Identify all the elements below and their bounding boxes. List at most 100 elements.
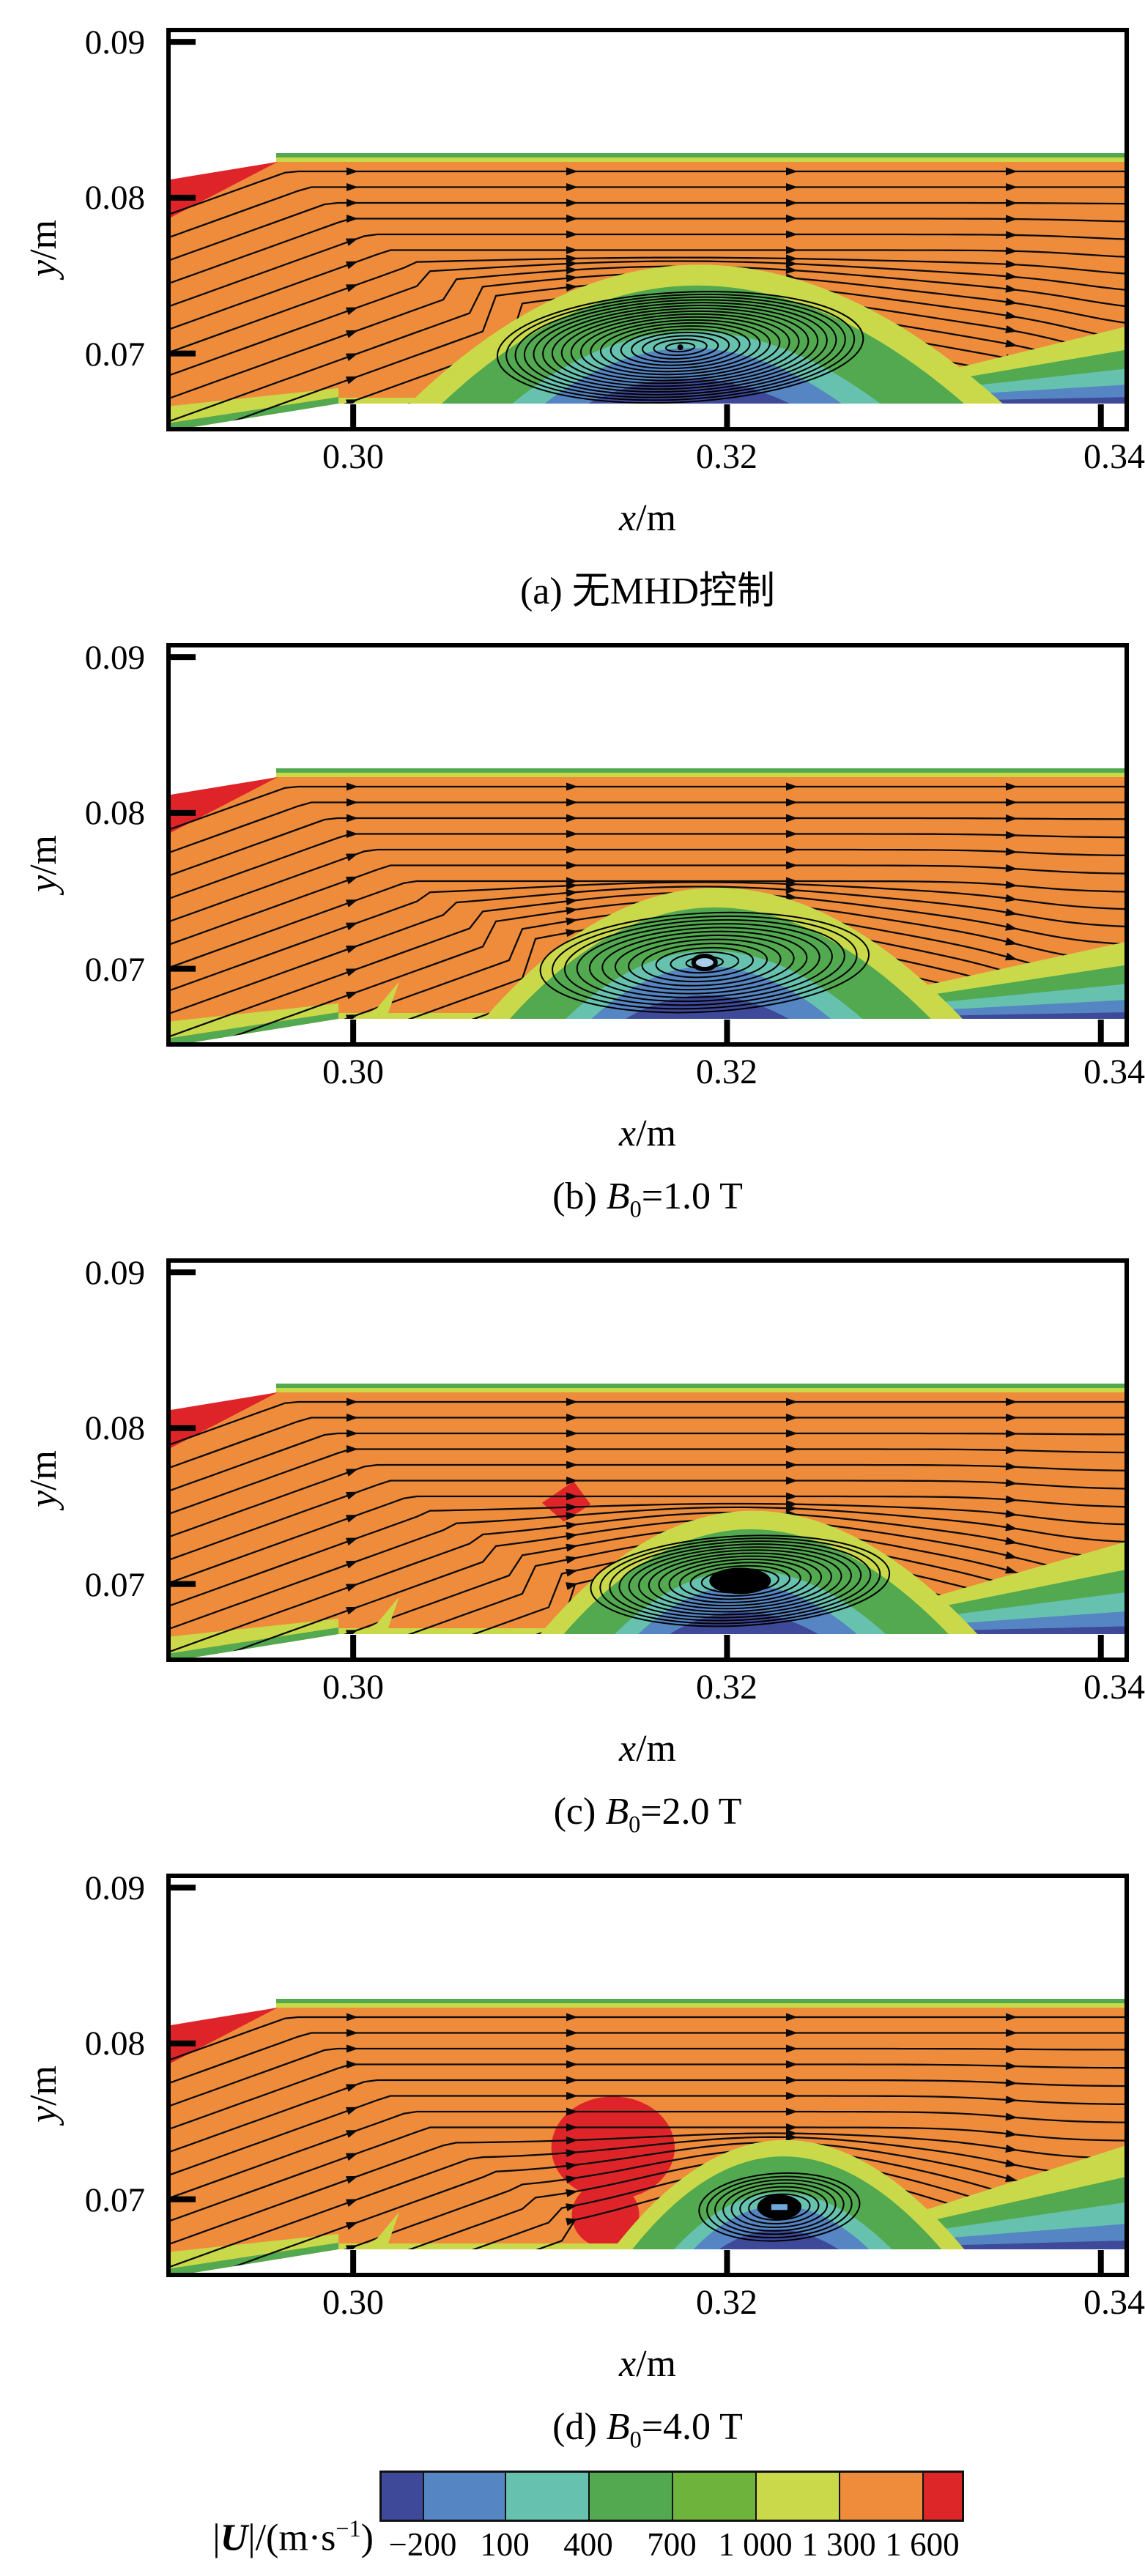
x-tick-label: 0.32 <box>696 437 757 476</box>
y-tick-label: 0.09 <box>84 1869 145 1907</box>
x-tick <box>724 1020 730 1044</box>
flow-arrow <box>786 814 798 823</box>
flow-arrow <box>566 246 578 254</box>
flow-arrow <box>566 1492 578 1501</box>
flow-arrow <box>345 853 358 861</box>
flow-arrow <box>566 2189 578 2197</box>
x-axis-label: x/m <box>619 2343 676 2385</box>
flow-arrow <box>345 1469 358 1477</box>
flow-arrow <box>566 2203 578 2212</box>
separation-bubble-layer <box>638 1584 857 1634</box>
flow-arrow <box>1005 339 1018 348</box>
flow-arrow <box>347 215 358 223</box>
x-tick <box>724 404 730 429</box>
flow-arrow <box>786 861 798 869</box>
flow-arrow <box>566 2175 578 2183</box>
y-axis-label: y/m <box>23 1450 64 1507</box>
flow-arrow <box>785 892 798 901</box>
flow-arrow <box>566 198 578 207</box>
flow-arrow <box>1006 167 1018 176</box>
axis-frame <box>166 1874 1129 2277</box>
flow-contour-plot-d <box>166 1874 1129 2277</box>
flow-arrow <box>786 830 798 838</box>
flow-arrow <box>786 782 798 791</box>
flow-arrow <box>1005 260 1018 269</box>
flow-arrow <box>1005 847 1018 856</box>
colorbar: |U|/(m·s−1) −200 100 400 700 1 000 1 300 1 600 <box>0 2461 1145 2576</box>
flow-arrow <box>786 230 798 239</box>
flow-arrow <box>786 246 798 254</box>
flow-arrow <box>566 167 578 176</box>
y-tick <box>171 39 196 45</box>
flow-arrow <box>566 1582 578 1590</box>
x-axis-label: x/m <box>619 1113 676 1154</box>
flow-arrow <box>345 2153 358 2161</box>
flow-arrow <box>1005 198 1018 207</box>
flow-arrow <box>566 2149 578 2158</box>
flow-arrow <box>1005 215 1018 223</box>
flow-arrow <box>347 183 358 191</box>
flow-arrow <box>566 2217 578 2226</box>
flow-arrow <box>786 1429 798 1438</box>
colorbar-tick-label: 1 300 <box>801 2526 876 2563</box>
flow-arrow <box>566 917 578 926</box>
colorbar-segment <box>423 2473 505 2520</box>
recirculation-vortex <box>539 911 870 1014</box>
flow-arrow <box>347 198 358 207</box>
flow-arrow <box>566 2076 578 2085</box>
colorbar-tick-label: 400 <box>563 2526 613 2563</box>
flow-contour-plot-a <box>166 28 1129 431</box>
flow-arrow <box>1005 938 1018 946</box>
panel-a: 0.09 0.08 0.07 y/m 0.30 0.32 0.34 x/m (a… <box>0 23 1145 614</box>
y-tick-label: 0.07 <box>84 335 145 374</box>
flow-arrow <box>566 254 578 263</box>
flow-arrow <box>786 1477 798 1485</box>
y-axis-label: y/m <box>23 835 64 892</box>
flow-arrow <box>1006 782 1018 791</box>
flow-arrow <box>1005 2045 1018 2054</box>
flow-arrow <box>1005 1429 1018 1438</box>
flow-arrow <box>566 830 578 838</box>
x-tick <box>724 2250 730 2275</box>
colorbar-segment <box>382 2473 423 2520</box>
flow-arrow <box>786 2060 798 2068</box>
flow-arrow <box>345 945 358 954</box>
flow-arrow <box>1006 1398 1018 1406</box>
flow-arrow <box>1005 922 1018 931</box>
x-tick <box>1097 2250 1104 2275</box>
x-tick <box>724 1635 730 1660</box>
flow-arrow <box>566 929 578 938</box>
flow-arrow <box>566 2013 578 2022</box>
flow-contour-plot-c <box>166 1258 1129 1662</box>
flow-arrow <box>345 968 358 977</box>
wake-band <box>916 2240 1129 2249</box>
x-tick-label: 0.34 <box>1083 1053 1145 1091</box>
flow-arrow <box>1005 894 1018 902</box>
flow-arrow <box>786 845 798 854</box>
x-tick-label: 0.34 <box>1083 1668 1145 1707</box>
y-tick <box>171 1425 196 1431</box>
flow-arrow <box>1005 2159 1018 2167</box>
colorbar-tick-label: −200 <box>388 2526 457 2563</box>
flow-arrow <box>345 2221 358 2230</box>
flow-arrow <box>786 2013 798 2022</box>
x-tick-label: 0.30 <box>322 1053 384 1091</box>
colorbar-tick-label: 700 <box>647 2526 697 2563</box>
flow-arrow <box>345 2130 358 2138</box>
flow-arrow <box>566 183 578 191</box>
flow-arrow <box>347 2060 358 2068</box>
flow-arrow <box>1005 2096 1018 2104</box>
flow-arrow <box>1005 1510 1018 1518</box>
x-tick <box>350 1020 357 1044</box>
flow-arrow <box>566 230 578 239</box>
flow-arrow <box>566 861 578 869</box>
flow-arrow <box>786 1492 798 1501</box>
flow-arrow <box>347 167 358 176</box>
flow-arrow <box>566 2029 578 2037</box>
flow-arrow <box>1005 2129 1018 2138</box>
y-tick-label: 0.08 <box>84 179 145 217</box>
flow-arrow <box>347 2044 358 2053</box>
recirculation-vortex <box>698 2172 861 2242</box>
flow-arrow <box>1006 2013 1018 2022</box>
y-tick-label: 0.08 <box>84 2024 145 2063</box>
